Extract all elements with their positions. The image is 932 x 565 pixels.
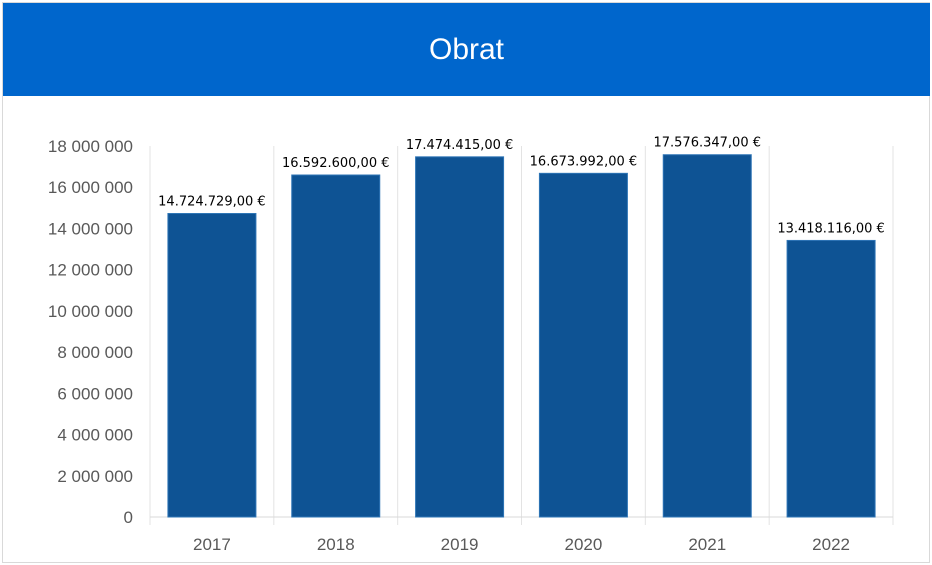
x-tick-label: 2018 xyxy=(317,535,355,554)
x-tick-label: 2021 xyxy=(688,535,726,554)
bar-data-label: 16.592.600,00 € xyxy=(282,156,390,171)
bar-data-label: 13.418.116,00 € xyxy=(777,221,885,236)
bar-data-label: 14.724.729,00 € xyxy=(158,195,266,210)
y-tick-label: 2 000 000 xyxy=(57,467,133,486)
x-tick-label: 2022 xyxy=(812,535,850,554)
bar xyxy=(662,154,752,518)
bar xyxy=(167,213,257,518)
chart-title-banner: Obrat xyxy=(3,3,930,96)
y-tick-label: 18 000 000 xyxy=(48,137,133,156)
bar-data-label: 17.474.415,00 € xyxy=(406,138,514,153)
y-tick-label: 4 000 000 xyxy=(57,426,133,445)
y-tick-label: 0 xyxy=(124,508,133,527)
bar xyxy=(786,239,876,518)
bar xyxy=(538,172,628,518)
chart-title: Obrat xyxy=(428,32,505,66)
bar xyxy=(415,156,505,518)
bar xyxy=(291,174,381,518)
y-tick-label: 8 000 000 xyxy=(57,343,133,362)
x-tick-label: 2017 xyxy=(193,535,231,554)
y-tick-label: 12 000 000 xyxy=(48,261,133,280)
y-tick-label: 14 000 000 xyxy=(48,219,133,238)
x-tick-label: 2019 xyxy=(441,535,479,554)
x-tick-label: 2020 xyxy=(565,535,603,554)
y-tick-label: 10 000 000 xyxy=(48,302,133,321)
bar-data-label: 17.576.347,00 € xyxy=(653,136,761,151)
bar-data-label: 16.673.992,00 € xyxy=(530,154,638,169)
y-tick-label: 6 000 000 xyxy=(57,384,133,403)
y-tick-label: 16 000 000 xyxy=(48,178,133,197)
